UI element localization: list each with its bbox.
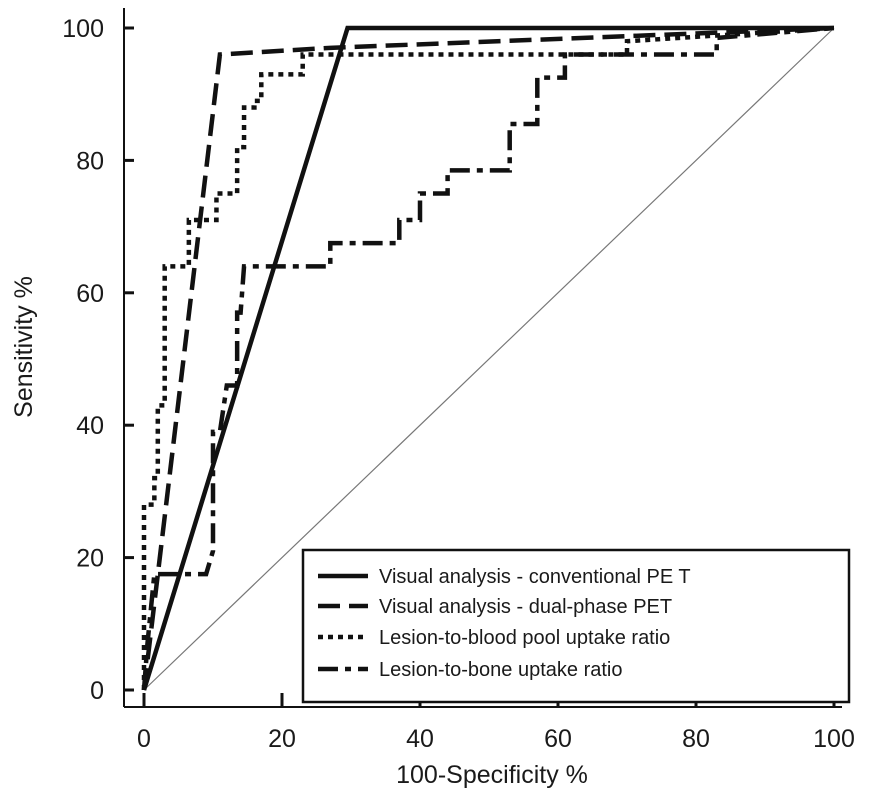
y-tick-label-40: 40 [76,412,104,440]
axes [123,8,842,708]
legend-box [301,548,851,704]
y-tick-label-100: 100 [62,15,104,43]
y-tick-label-60: 60 [76,280,104,308]
legend-label-dual-phase: Visual analysis - dual-phase PET [379,596,672,618]
y-tick-labels: 0 20 40 60 80 100 [62,15,104,705]
series-line-conventional [141,25,834,691]
x-axis-title: 100-Specificity % [396,761,588,789]
x-tick-label-60: 60 [544,725,572,753]
x-tick-label-40: 40 [406,725,434,753]
y-tick-label-20: 20 [76,545,104,573]
x-tick-label-100: 100 [813,725,855,753]
series-line-bone [141,25,835,691]
y-tick-label-0: 0 [90,677,104,705]
y-axis-title: Sensitivity % [10,276,38,418]
series-line-dual-phase [141,25,835,691]
legend-label-blood-pool: Lesion-to-blood pool uptake ratio [379,627,670,649]
legend-label-bone: Lesion-to-bone uptake ratio [379,659,623,681]
legend-label-conventional: Visual analysis - conventional PE T [379,566,691,588]
reference-diagonal-line [143,27,835,691]
y-tick-label-80: 80 [76,147,104,175]
x-tick-labels: 0 20 40 60 80 100 [137,725,855,753]
legend: Visual analysis - conventional PE T Visu… [301,548,851,704]
y-ticks [124,26,134,692]
x-tick-label-20: 20 [268,725,296,753]
plot-lines [141,25,835,691]
x-tick-label-80: 80 [682,725,710,753]
series-line-blood-pool [141,25,835,690]
x-tick-label-0: 0 [137,725,151,753]
